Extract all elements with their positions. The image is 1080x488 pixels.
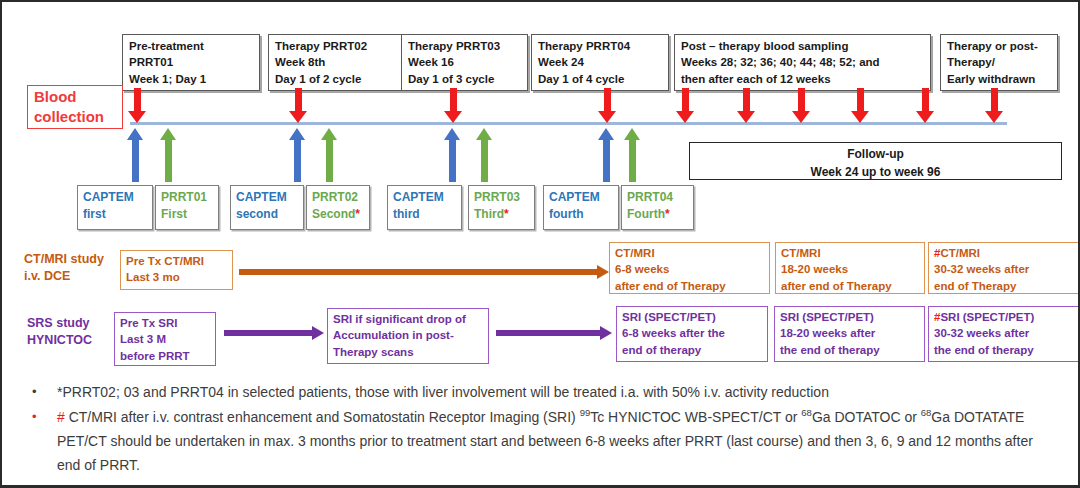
- captem-cycle-arrow-icon: [443, 128, 461, 182]
- blood-draw-arrow-icon: [737, 88, 755, 123]
- srs-box-30-32-weeks: #SRI (SPECT/PET) 30-32 weeks after the e…: [928, 306, 1080, 362]
- timeline-box-therapy-prrt02: Therapy PRRT02 Week 8th Day 1 of 2 cycle: [268, 34, 402, 91]
- timeline-box-therapy-or-post: Therapy or post- Therapy/ Early withdraw…: [940, 34, 1058, 91]
- cycle-box-captem-second: CAPTEM second: [230, 185, 304, 230]
- ct-box-6-8-weeks: CT/MRI 6-8 weeks after end of Therapy: [609, 242, 770, 294]
- timeline-box-pretreatment-prrt01: Pre-treatment PRRT01 Week 1; Day 1: [122, 34, 260, 91]
- blood-draw-arrow-icon: [985, 88, 1003, 123]
- cycle-box-captem-fourth: CAPTEM fourth: [543, 185, 619, 230]
- blood-draw-arrow-icon: [916, 88, 934, 123]
- srs-arrow-icon: [496, 326, 612, 340]
- asterisk-mark: *: [665, 207, 670, 221]
- ct-box-18-20-weeks: CT/MRI 18-20 weeks after end of Therapy: [775, 242, 925, 294]
- timeline-axis: [130, 122, 1007, 125]
- followup-box: Follow-up Week 24 up to week 96: [689, 142, 1062, 180]
- ct-timeline-arrow-icon: [239, 265, 609, 279]
- srs-arrow-icon: [224, 326, 324, 340]
- cycle-box-prrt02-second: PRRT02 Second*: [306, 185, 370, 230]
- cycle-box-captem-first: CAPTEM first: [77, 185, 153, 230]
- blood-draw-arrow-icon: [444, 88, 462, 123]
- cycle-box-prrt04-fourth: PRRT04 Fourth*: [621, 185, 694, 230]
- blood-collection-label: Blood collection: [27, 85, 123, 129]
- ct-mri-study-label: CT/MRI study i.v. DCE: [24, 251, 104, 285]
- blood-draw-arrow-icon: [598, 88, 616, 123]
- cycle-box-prrt01-first: PRRT01 First: [155, 185, 219, 230]
- study-design-diagram: Pre-treatment PRRT01 Week 1; Day 1 Thera…: [0, 0, 1080, 488]
- prrt-cycle-arrow-icon: [159, 128, 177, 182]
- hash-mark: #: [57, 409, 69, 425]
- asterisk-mark: *: [504, 207, 509, 221]
- bullet-icon: •: [32, 380, 37, 404]
- cycle-box-captem-third: CAPTEM third: [387, 185, 462, 230]
- blood-draw-arrow-icon: [128, 88, 146, 123]
- prrt-cycle-arrow-icon: [623, 128, 641, 182]
- srs-study-label: SRS study HYNICTOC: [27, 315, 92, 349]
- timeline-box-post-therapy-sampling: Post – therapy blood sampling Weeks 28; …: [674, 34, 931, 91]
- blood-draw-arrow-icon: [676, 88, 694, 123]
- asterisk-mark: *: [355, 207, 360, 221]
- ct-pre-tx-box: Pre Tx CT/MRI Last 3 mo: [120, 250, 233, 290]
- srs-pre-tx-box: Pre Tx SRI Last 3 M before PRRT: [114, 312, 216, 366]
- srs-box-6-8-weeks: SRI (SPECT/PET) 6-8 weeks after the end …: [616, 306, 768, 362]
- blood-draw-arrow-icon: [289, 88, 307, 123]
- blood-draw-arrow-icon: [792, 88, 810, 123]
- cycle-box-prrt03-third: PRRT03 Third*: [468, 185, 535, 230]
- footnote-imaging-schedule: •# CT/MRI after i.v. contrast enhancemen…: [30, 405, 1057, 477]
- prrt-cycle-arrow-icon: [475, 128, 493, 182]
- footnotes: •*PRRT02; 03 and PRRT04 in selected pati…: [30, 380, 1057, 478]
- timeline-box-therapy-prrt04: Therapy PRRT04 Week 24 Day 1 of 4 cycle: [531, 34, 669, 91]
- blood-draw-arrow-icon: [851, 88, 869, 123]
- timeline-box-therapy-prrt03: Therapy PRRT03 Week 16 Day 1 of 3 cycle: [401, 34, 528, 91]
- captem-cycle-arrow-icon: [288, 128, 306, 182]
- ct-box-30-32-weeks: #CT/MRI 30-32 weeks after end of Therapy: [928, 242, 1080, 294]
- captem-cycle-arrow-icon: [597, 128, 615, 182]
- footnote-prrt-reduction: •*PRRT02; 03 and PRRT04 in selected pati…: [30, 380, 1057, 404]
- srs-box-18-20-weeks: SRI (SPECT/PET) 18-20 weeks after the en…: [774, 306, 925, 362]
- srs-conditional-box: SRI if significant drop of Accumulation …: [327, 308, 489, 364]
- prrt-cycle-arrow-icon: [320, 128, 338, 182]
- captem-cycle-arrow-icon: [126, 128, 144, 182]
- bullet-icon: •: [32, 405, 37, 429]
